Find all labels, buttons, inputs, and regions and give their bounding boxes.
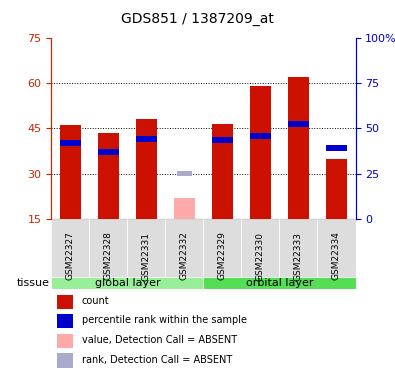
Text: GSM22334: GSM22334: [332, 232, 341, 280]
Bar: [212, 137, 233, 143]
Bar: [98, 149, 119, 156]
FancyBboxPatch shape: [279, 219, 318, 279]
Bar: [250, 86, 271, 219]
Bar: [250, 133, 271, 139]
Text: GSM22333: GSM22333: [294, 232, 303, 280]
FancyBboxPatch shape: [241, 219, 279, 279]
FancyBboxPatch shape: [203, 219, 241, 279]
FancyBboxPatch shape: [51, 219, 89, 279]
Text: GDS851 / 1387209_at: GDS851 / 1387209_at: [121, 12, 274, 26]
FancyBboxPatch shape: [166, 219, 203, 279]
FancyBboxPatch shape: [318, 219, 356, 279]
Bar: [57, 353, 73, 368]
Bar: [174, 198, 195, 219]
Bar: [136, 119, 157, 219]
Text: GSM22329: GSM22329: [218, 232, 227, 280]
Bar: [57, 334, 73, 348]
Bar: [177, 171, 192, 176]
Bar: [212, 124, 233, 219]
FancyBboxPatch shape: [127, 219, 166, 279]
Text: tissue: tissue: [17, 278, 49, 288]
Bar: [60, 140, 81, 146]
Bar: [288, 121, 309, 127]
FancyBboxPatch shape: [203, 276, 356, 289]
Bar: [57, 314, 73, 328]
Text: percentile rank within the sample: percentile rank within the sample: [82, 315, 247, 326]
Text: global layer: global layer: [94, 278, 160, 288]
Text: GSM22331: GSM22331: [142, 232, 151, 280]
Text: GSM22327: GSM22327: [66, 232, 75, 280]
Text: GSM22330: GSM22330: [256, 232, 265, 280]
Text: rank, Detection Call = ABSENT: rank, Detection Call = ABSENT: [82, 355, 232, 364]
Text: count: count: [82, 296, 109, 306]
Bar: [326, 145, 347, 151]
FancyBboxPatch shape: [51, 276, 203, 289]
Bar: [57, 295, 73, 309]
Bar: [60, 125, 81, 219]
Bar: [98, 133, 119, 219]
Text: orbital layer: orbital layer: [246, 278, 313, 288]
Bar: [136, 136, 157, 142]
Bar: [288, 77, 309, 219]
Text: value, Detection Call = ABSENT: value, Detection Call = ABSENT: [82, 335, 237, 345]
FancyBboxPatch shape: [89, 219, 127, 279]
Bar: [326, 159, 347, 219]
Text: GSM22328: GSM22328: [104, 232, 113, 280]
Text: GSM22332: GSM22332: [180, 232, 189, 280]
